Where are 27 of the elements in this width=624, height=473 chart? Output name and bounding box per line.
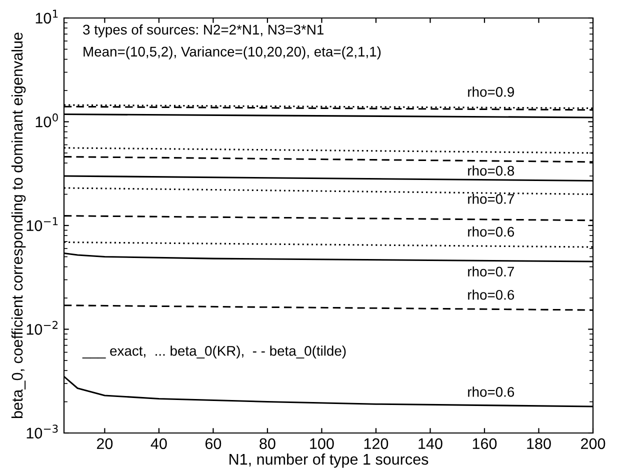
x-tick-label: 40	[150, 438, 167, 450]
x-tick-label: 60	[205, 438, 222, 450]
x-tick-label: 200	[581, 438, 606, 450]
x-tick-label: 120	[364, 438, 388, 450]
annotation: rho=0.6	[468, 290, 514, 300]
x-axis-title: N1, number of type 1 sources	[230, 453, 428, 468]
y-tick-label: 10$^{−1}$	[26, 217, 58, 232]
annotation: rho=0.7	[468, 266, 514, 277]
annotation: rho=0.8	[468, 165, 514, 176]
y-axis-title: beta_0, coefficient corresponding to dominant eigenvalue	[11, 32, 26, 418]
x-tick-label: 180	[527, 438, 551, 450]
annotation: rho=0.9	[468, 86, 514, 97]
y-tick-label: 10$^{0}$	[36, 113, 58, 128]
x-tick-label: 100	[310, 438, 334, 450]
annotation: rho=0.6	[468, 226, 514, 237]
x-tick-label: 80	[260, 438, 276, 450]
annotation: rho=0.6	[468, 386, 514, 397]
annotation: 3 types of sources: N2=2*N1, N3=3*N1	[83, 24, 324, 38]
annotation: ___ exact, ... beta_0(KR), - - beta_0(tilde)	[82, 346, 346, 359]
x-tick-label: 20	[96, 438, 113, 450]
annotation: rho=0.7	[468, 194, 514, 204]
y-tick-label: 10$^{−2}$	[26, 320, 58, 335]
x-tick-label: 140	[418, 438, 442, 450]
y-tick-label: 10$^{1}$	[36, 10, 58, 24]
annotation: Mean=(10,5,2), Variance=(10,20,20), eta=(2,1,1)	[84, 46, 381, 60]
x-tick-label: 160	[472, 438, 497, 450]
y-tick-label: 10$^{−3}$	[26, 424, 58, 439]
